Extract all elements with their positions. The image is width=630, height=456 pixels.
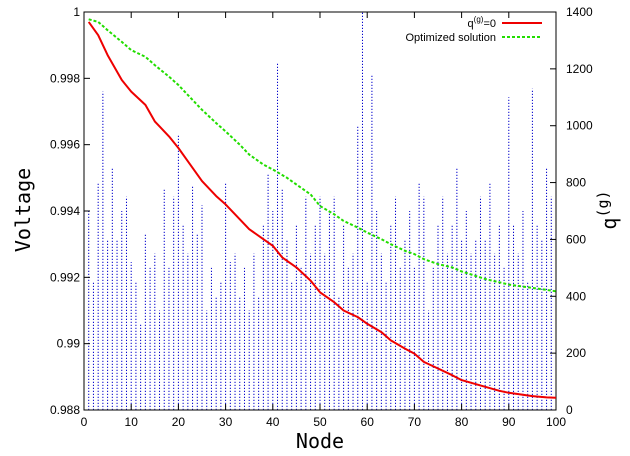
line-series [87, 18, 557, 399]
y-right-axis-title-base: q [597, 218, 621, 230]
y-right-tick-label: 800 [566, 176, 586, 190]
y-right-tick-label: 0 [566, 403, 573, 417]
y-right-axis-ticks: 0 200 400 600 800 1000 1200 1400 [550, 5, 593, 417]
x-axis-title: Node [296, 429, 344, 453]
y-right-tick-label: 200 [566, 346, 586, 360]
x-tick-label: 30 [219, 415, 233, 429]
x-tick-label: 20 [172, 415, 186, 429]
y-right-tick-label: 1000 [566, 119, 593, 133]
y-left-tick-label: 0.994 [50, 204, 80, 218]
y-right-tick-label: 1200 [566, 62, 593, 76]
legend-entry-zero-injection: q(g)=0 [468, 15, 542, 30]
x-tick-label: 60 [361, 415, 375, 429]
y-left-tick-label: 0.996 [50, 138, 80, 152]
legend-label: Optimized solution [406, 32, 497, 44]
x-tick-label: 50 [313, 415, 327, 429]
optimized-solution-line [88, 18, 557, 293]
legend-label: q(g)=0 [468, 15, 496, 30]
legend: q(g)=0 Optimized solution [406, 15, 542, 44]
x-axis-ticks: 0 10 20 30 40 50 60 70 80 90 100 [81, 12, 566, 429]
y-left-tick-label: 0.988 [50, 403, 80, 417]
impulse-series [88, 12, 552, 410]
x-tick-label: 100 [546, 415, 566, 429]
y-right-axis-title-sup: (g) [594, 190, 612, 217]
legend-entry-optimized: Optimized solution [406, 32, 542, 44]
x-tick-label: 80 [455, 415, 469, 429]
x-tick-label: 0 [81, 415, 88, 429]
y-left-tick-label: 1 [73, 5, 80, 19]
y-right-tick-label: 600 [566, 232, 586, 246]
y-left-axis-title: Voltage [11, 168, 35, 252]
x-tick-label: 40 [266, 415, 280, 429]
y-left-tick-label: 0.998 [50, 71, 80, 85]
x-tick-label: 10 [125, 415, 139, 429]
zero-injection-line [87, 21, 557, 399]
y-left-tick-label: 0.99 [57, 337, 81, 351]
y-left-tick-label: 0.992 [50, 270, 80, 284]
y-left-axis-ticks: 0.988 0.99 0.992 0.994 0.996 0.998 1 [50, 5, 90, 417]
y-right-axis-title: q(g) [594, 190, 621, 229]
y-right-tick-label: 400 [566, 289, 586, 303]
y-right-tick-label: 1400 [566, 5, 593, 19]
x-tick-label: 90 [502, 415, 516, 429]
x-tick-label: 70 [408, 415, 422, 429]
